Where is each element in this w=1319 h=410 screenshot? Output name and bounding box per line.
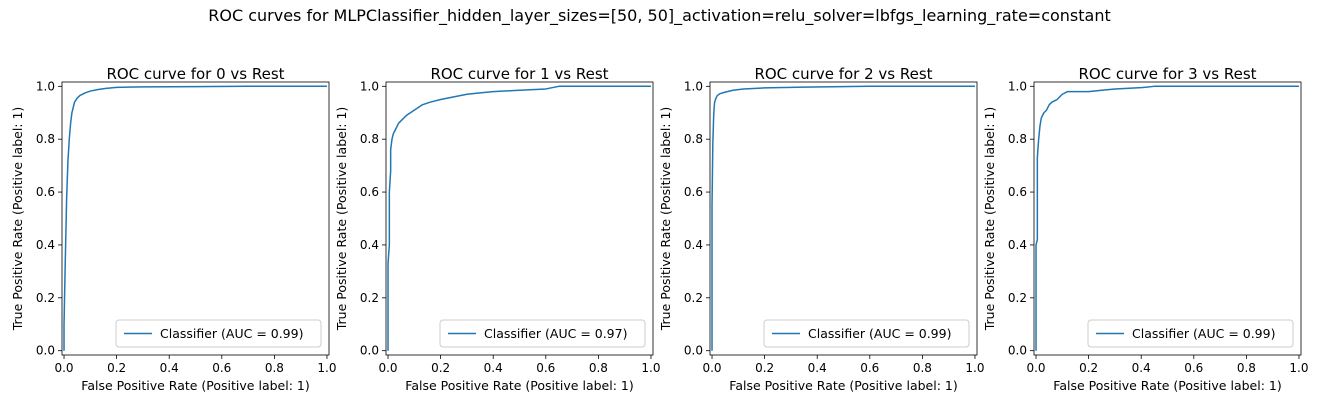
y-tick-label: 0.2: [1008, 291, 1027, 305]
legend-box: [1087, 319, 1294, 348]
legend-label: Classifier (AUC = 0.99): [160, 326, 303, 341]
axes-frame: [709, 81, 978, 356]
y-tick-label: 0.4: [36, 238, 55, 252]
chart-title: ROC curve for 2 vs Rest: [754, 65, 932, 83]
y-axis-label: True Positive Rate (Positive label: 1): [10, 107, 25, 332]
y-tick-label: 0.6: [36, 185, 55, 199]
x-tick-label: 0.6: [1184, 361, 1203, 375]
roc-panel-3: ROC curve for 3 vs Rest 0.0 0.2 0.4 0.6 0.8 1.…: [972, 0, 1309, 410]
x-tick-label: 0.0: [378, 361, 397, 375]
legend-box: [763, 319, 970, 348]
y-tick-label: 0.0: [360, 344, 379, 358]
x-tick-label: 0.2: [107, 361, 126, 375]
y-tick-label: 0.2: [360, 291, 379, 305]
y-tick-label: 0.0: [36, 344, 55, 358]
x-tick-label: 0.6: [860, 361, 879, 375]
x-tick-label: 1.0: [641, 361, 660, 375]
x-axis-label: False Positive Rate (Positive label: 1): [405, 378, 633, 393]
x-tick-label: 0.2: [755, 361, 774, 375]
y-tick-label: 0.0: [1008, 344, 1027, 358]
y-tick-label: 0.8: [1008, 132, 1027, 146]
x-tick-label: 0.2: [431, 361, 450, 375]
y-tick-label: 0.4: [1008, 238, 1027, 252]
x-axis-label: False Positive Rate (Positive label: 1): [1053, 378, 1281, 393]
roc-curve-line: [63, 85, 327, 351]
x-axis-label: False Positive Rate (Positive label: 1): [81, 378, 309, 393]
x-tick-label: 0.4: [808, 361, 827, 375]
x-tick-label: 0.8: [265, 361, 284, 375]
x-tick-label: 0.2: [1079, 361, 1098, 375]
x-tick-label: 1.0: [317, 361, 336, 375]
y-tick-label: 0.2: [684, 291, 703, 305]
y-tick-label: 0.6: [1008, 185, 1027, 199]
roc-curve-line: [711, 85, 975, 351]
x-tick-label: 0.8: [589, 361, 608, 375]
roc-panel-0: ROC curve for 0 vs Rest 0.0 0.2 0.4 0.6 0.8 1.…: [0, 0, 337, 410]
x-tick-label: 0.0: [54, 361, 73, 375]
y-tick-label: 0.2: [36, 291, 55, 305]
roc-chart-svg: ROC curve for 2 vs Rest 0.0 0.2 0.4 0.6 0.8 1.…: [658, 65, 985, 393]
y-tick-label: 1.0: [684, 79, 703, 93]
roc-chart-svg: ROC curve for 1 vs Rest 0.0 0.2 0.4 0.6 0.8 1.…: [334, 65, 661, 393]
x-tick-label: 0.6: [212, 361, 231, 375]
chart-title: ROC curve for 0 vs Rest: [106, 65, 284, 83]
figure-suptitle: ROC curves for MLPClassifier_hidden_laye…: [208, 6, 1111, 25]
x-tick-label: 0.0: [1026, 361, 1045, 375]
x-tick-label: 0.0: [702, 361, 721, 375]
y-axis-label: True Positive Rate (Positive label: 1): [658, 107, 673, 332]
roc-curve-line: [387, 85, 651, 351]
y-tick-label: 0.8: [36, 132, 55, 146]
roc-curve-line: [1035, 85, 1299, 351]
axes-frame: [385, 81, 654, 356]
roc-panel-2: ROC curve for 2 vs Rest 0.0 0.2 0.4 0.6 0.8 1.…: [648, 0, 985, 410]
x-tick-label: 0.4: [160, 361, 179, 375]
y-tick-label: 0.6: [684, 185, 703, 199]
legend-box: [115, 319, 322, 348]
y-tick-label: 0.8: [360, 132, 379, 146]
x-tick-label: 1.0: [965, 361, 984, 375]
x-tick-label: 0.4: [484, 361, 503, 375]
y-tick-label: 0.8: [684, 132, 703, 146]
x-axis-label: False Positive Rate (Positive label: 1): [729, 378, 957, 393]
y-axis-label: True Positive Rate (Positive label: 1): [982, 107, 997, 332]
roc-chart-svg: ROC curve for 3 vs Rest 0.0 0.2 0.4 0.6 0.8 1.…: [982, 65, 1309, 393]
chart-title: ROC curve for 3 vs Rest: [1078, 65, 1256, 83]
roc-panel-1: ROC curve for 1 vs Rest 0.0 0.2 0.4 0.6 0.8 1.…: [324, 0, 661, 410]
axes-frame: [61, 81, 330, 356]
y-axis-label: True Positive Rate (Positive label: 1): [334, 107, 349, 332]
y-tick-label: 0.4: [684, 238, 703, 252]
y-tick-label: 1.0: [1008, 79, 1027, 93]
legend-label: Classifier (AUC = 0.99): [808, 326, 951, 341]
y-tick-label: 1.0: [36, 79, 55, 93]
axes-frame: [1033, 81, 1302, 356]
x-tick-label: 1.0: [1289, 361, 1308, 375]
y-tick-label: 0.0: [684, 344, 703, 358]
legend-label: Classifier (AUC = 0.97): [484, 326, 627, 341]
x-tick-label: 0.6: [536, 361, 555, 375]
legend-label: Classifier (AUC = 0.99): [1132, 326, 1275, 341]
x-tick-label: 0.8: [1237, 361, 1256, 375]
y-tick-label: 1.0: [360, 79, 379, 93]
chart-title: ROC curve for 1 vs Rest: [430, 65, 608, 83]
legend-box: [439, 319, 646, 348]
y-tick-label: 0.4: [360, 238, 379, 252]
x-tick-label: 0.4: [1132, 361, 1151, 375]
x-tick-label: 0.8: [913, 361, 932, 375]
y-tick-label: 0.6: [360, 185, 379, 199]
roc-chart-svg: ROC curve for 0 vs Rest 0.0 0.2 0.4 0.6 0.8 1.…: [10, 65, 337, 393]
